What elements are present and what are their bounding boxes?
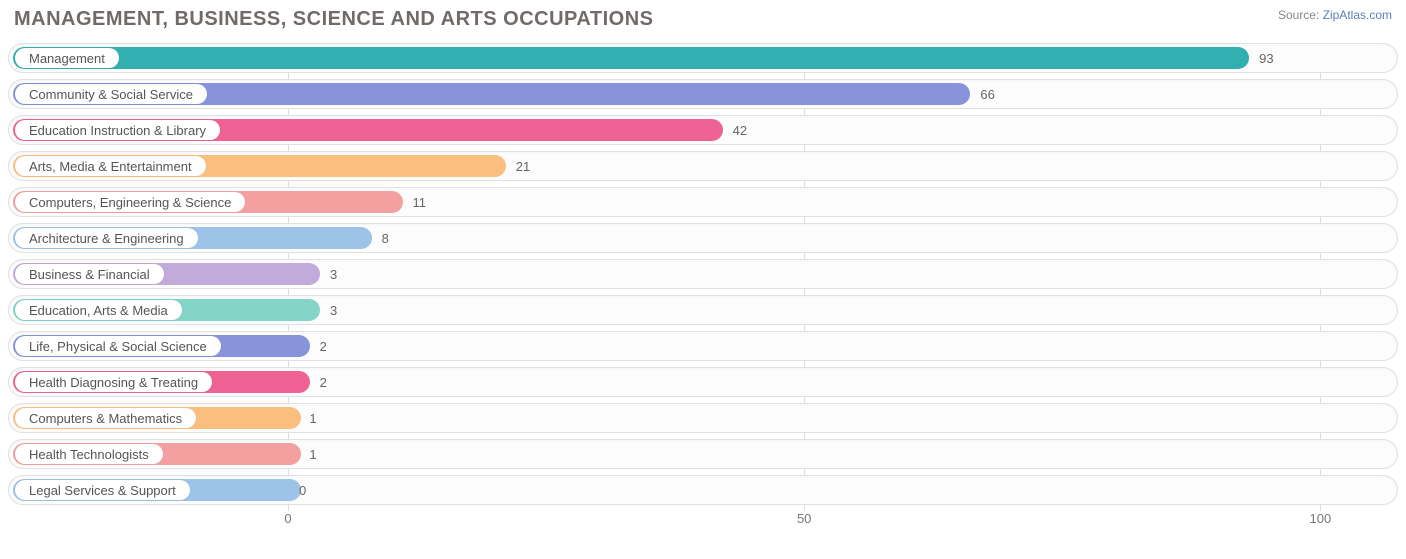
category-label: Arts, Media & Entertainment [15, 156, 206, 176]
category-label: Life, Physical & Social Science [15, 336, 221, 356]
value-label: 1 [301, 404, 316, 432]
header: MANAGEMENT, BUSINESS, SCIENCE AND ARTS O… [0, 8, 1406, 35]
value-label: 93 [1251, 44, 1273, 72]
bar-track: Business & Financial 3 [8, 259, 1398, 289]
bar-track: Health Diagnosing & Treating 2 [8, 367, 1398, 397]
category-label: Management [15, 48, 119, 68]
bar-track: Education, Arts & Media 3 [8, 295, 1398, 325]
category-label: Business & Financial [15, 264, 164, 284]
bar-track: Computers & Mathematics 1 [8, 403, 1398, 433]
category-label: Legal Services & Support [15, 480, 190, 500]
value-label: 2 [312, 368, 327, 396]
value-label: 66 [972, 80, 994, 108]
source-link[interactable]: ZipAtlas.com [1323, 8, 1392, 22]
value-label: 11 [405, 188, 427, 216]
bar-track: Arts, Media & Entertainment 21 [8, 151, 1398, 181]
category-label: Architecture & Engineering [15, 228, 198, 248]
source-prefix: Source: [1278, 8, 1323, 22]
bar-track: Management 93 [8, 43, 1398, 73]
value-label: 3 [322, 260, 337, 288]
bar-track: Life, Physical & Social Science 2 [8, 331, 1398, 361]
bar [13, 47, 1249, 69]
value-label: 0 [291, 476, 306, 504]
bar-track: Community & Social Service 66 [8, 79, 1398, 109]
chart-container: MANAGEMENT, BUSINESS, SCIENCE AND ARTS O… [0, 0, 1406, 559]
bar-track: Health Technologists 1 [8, 439, 1398, 469]
x-axis: 0 50 100 [8, 511, 1398, 535]
bar-track: Architecture & Engineering 8 [8, 223, 1398, 253]
value-label: 3 [322, 296, 337, 324]
category-label: Computers & Mathematics [15, 408, 196, 428]
chart-area: Management 93 Community & Social Service 66… [0, 35, 1406, 535]
category-label: Community & Social Service [15, 84, 207, 104]
category-label: Education Instruction & Library [15, 120, 220, 140]
value-label: 2 [312, 332, 327, 360]
x-tick: 0 [284, 511, 291, 526]
category-label: Health Diagnosing & Treating [15, 372, 212, 392]
value-label: 1 [301, 440, 316, 468]
bar-track: Legal Services & Support 0 [8, 475, 1398, 505]
value-label: 21 [508, 152, 530, 180]
chart-title: MANAGEMENT, BUSINESS, SCIENCE AND ARTS O… [14, 8, 653, 31]
x-tick: 50 [797, 511, 811, 526]
x-tick: 100 [1310, 511, 1332, 526]
plot: Management 93 Community & Social Service 66… [8, 43, 1398, 505]
bar-track: Education Instruction & Library 42 [8, 115, 1398, 145]
category-label: Computers, Engineering & Science [15, 192, 245, 212]
category-label: Health Technologists [15, 444, 163, 464]
category-label: Education, Arts & Media [15, 300, 182, 320]
value-label: 42 [725, 116, 747, 144]
value-label: 8 [374, 224, 389, 252]
source-attribution: Source: ZipAtlas.com [1278, 8, 1392, 22]
bar-track: Computers, Engineering & Science 11 [8, 187, 1398, 217]
